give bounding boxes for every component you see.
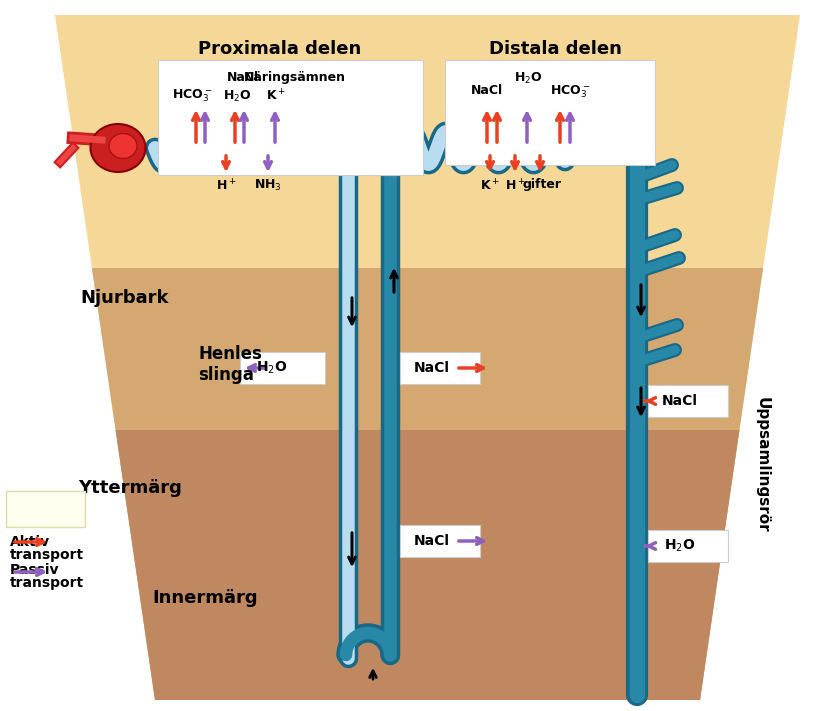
Text: HCO$_3^-$: HCO$_3^-$ [550,84,590,100]
Text: Njurbark: Njurbark [80,289,168,307]
Text: transport: transport [10,548,84,562]
Text: NaCl: NaCl [414,534,450,548]
Text: NaCl: NaCl [414,361,450,375]
Text: gifter: gifter [522,178,562,191]
Text: Uppsamlingsrör: Uppsamlingsrör [754,397,769,533]
Ellipse shape [109,134,137,159]
Text: H$_2$O: H$_2$O [664,538,695,554]
Text: Henles
slinga: Henles slinga [198,345,262,384]
Text: K$^+$: K$^+$ [266,89,286,104]
Text: NaCl: NaCl [471,84,503,97]
Text: H$^+$: H$^+$ [505,178,525,193]
Text: H$_2$O: H$_2$O [256,360,287,376]
FancyBboxPatch shape [240,352,325,384]
Polygon shape [92,268,763,700]
Text: H$_2$O: H$_2$O [514,71,542,86]
Text: NaCl: NaCl [227,71,259,84]
Text: Näringsämnen: Näringsämnen [244,71,346,84]
Text: Passiv: Passiv [10,563,59,577]
Text: H$_2$O: H$_2$O [222,89,251,104]
Polygon shape [116,430,740,700]
FancyBboxPatch shape [6,491,85,527]
Text: Yttermärg: Yttermärg [78,479,182,497]
Text: NaCl: NaCl [662,394,698,408]
FancyBboxPatch shape [400,352,480,384]
FancyBboxPatch shape [648,530,728,562]
Text: NH$_3$: NH$_3$ [255,178,282,193]
Text: HCO$_3^-$: HCO$_3^-$ [172,87,213,104]
Text: transport: transport [10,576,84,590]
Text: Distala delen: Distala delen [488,40,621,58]
Text: H$^+$: H$^+$ [216,178,236,193]
Text: Proximala delen: Proximala delen [199,40,361,58]
FancyBboxPatch shape [158,60,423,175]
Ellipse shape [90,124,145,172]
Text: K$^+$: K$^+$ [480,178,500,193]
Polygon shape [55,15,800,700]
Text: Aktiv: Aktiv [10,535,50,549]
Text: Innermärg: Innermärg [152,589,258,607]
FancyBboxPatch shape [648,385,728,417]
FancyBboxPatch shape [400,525,480,557]
FancyBboxPatch shape [445,60,655,165]
